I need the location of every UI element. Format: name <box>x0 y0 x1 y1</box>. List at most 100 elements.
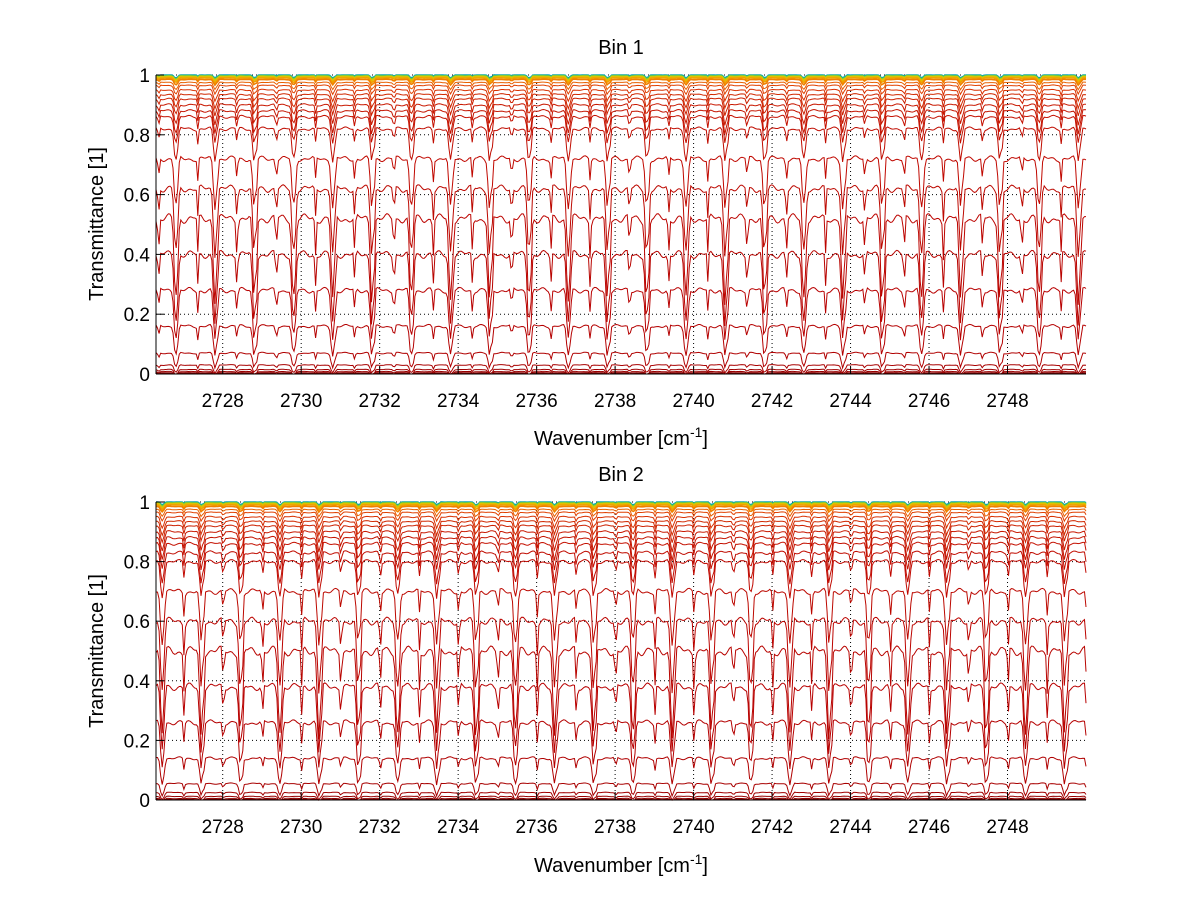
x-tick-label: 2736 <box>515 391 557 412</box>
y-tick-label: 1 <box>139 66 150 87</box>
series-group <box>155 74 1087 375</box>
series-line <box>155 541 1087 571</box>
series-line <box>155 530 1087 554</box>
x-tick-label: 2744 <box>829 817 872 838</box>
plot-area <box>156 75 1086 374</box>
series-line <box>155 114 1087 144</box>
y-axis-label: Transmittance [1] <box>86 147 108 301</box>
series-group <box>155 501 1087 802</box>
series-line <box>155 88 1087 103</box>
series-line <box>155 75 1087 83</box>
y-tick-label: 0.4 <box>124 245 151 266</box>
series-line <box>155 587 1087 646</box>
series-line <box>155 535 1087 563</box>
x-tick-label: 2738 <box>594 391 636 412</box>
series-line <box>155 155 1087 210</box>
y-tick-label: 0.4 <box>124 672 151 693</box>
series-line <box>155 508 1087 518</box>
x-tick-label: 2748 <box>986 391 1028 412</box>
series-line <box>155 645 1087 740</box>
y-tick-label: 1 <box>139 493 150 514</box>
y-axis-label: Transmittance [1] <box>86 574 108 728</box>
series-line <box>156 795 1087 801</box>
x-tick-label: 2730 <box>280 391 322 412</box>
y-tick-label: 0.6 <box>124 186 150 207</box>
series-line <box>155 791 1087 802</box>
x-tick-label: 2742 <box>751 817 793 838</box>
y-tick-labels: 0 0.2 0.4 0.6 0.8 1 <box>124 66 151 386</box>
x-tick-label: 2738 <box>594 817 636 838</box>
series-line <box>155 370 1086 375</box>
series-line <box>155 351 1087 370</box>
plot-area <box>156 502 1086 800</box>
series-line <box>155 97 1086 118</box>
y-tick-label: 0 <box>139 365 150 386</box>
x-tick-label: 2732 <box>359 391 401 412</box>
series-line <box>155 682 1087 754</box>
x-tick-label: 2746 <box>908 391 950 412</box>
series-line <box>155 719 1087 769</box>
series-line <box>155 84 1087 96</box>
x-axis-label-sup: -1 <box>690 424 703 440</box>
series-line <box>155 249 1087 327</box>
x-axis-label-tail: ] <box>702 855 708 877</box>
x-tick-label: 2748 <box>986 817 1028 838</box>
series-line <box>155 616 1087 694</box>
series-line <box>155 515 1087 530</box>
y-tick-label: 0.2 <box>124 731 150 752</box>
chart-panel-bin-2: Bin 2 2728 2730 2732 2734 2736 2738 2740 2742 27… <box>86 464 1087 877</box>
series-line <box>155 126 1087 163</box>
series-line <box>155 323 1087 357</box>
series-line <box>155 286 1087 341</box>
x-axis-label-main: Wavenumber [cm <box>534 428 690 450</box>
chart-title: Bin 2 <box>598 464 644 486</box>
y-tick-labels: 0 0.2 0.4 0.6 0.8 1 <box>124 493 151 812</box>
series-line <box>155 93 1087 111</box>
x-tick-label: 2734 <box>437 817 480 838</box>
series-line <box>155 550 1087 585</box>
series-line <box>155 364 1087 375</box>
series-line <box>155 78 1087 87</box>
x-axis-label-sup: -1 <box>690 851 703 867</box>
x-tick-label: 2730 <box>280 817 322 838</box>
x-tick-label: 2740 <box>672 391 714 412</box>
axes <box>155 74 1086 375</box>
series-line <box>155 108 1087 136</box>
series-line <box>155 81 1087 91</box>
axes <box>155 501 1086 801</box>
x-tick-labels: 2728 2730 2732 2734 2736 2738 2740 2742 2744 2746… <box>202 391 1029 412</box>
x-tick-label: 2740 <box>672 817 714 838</box>
x-tick-label: 2744 <box>829 391 872 412</box>
y-tick-label: 0.2 <box>124 305 150 326</box>
x-axis-label: Wavenumber [cm-1] <box>534 851 708 877</box>
x-tick-label: 2742 <box>751 391 793 412</box>
series-line <box>155 524 1087 545</box>
y-tick-label: 0.8 <box>124 553 150 574</box>
x-tick-label: 2732 <box>359 817 401 838</box>
x-tick-label: 2746 <box>908 817 950 838</box>
x-tick-label: 2734 <box>437 391 480 412</box>
series-line <box>155 184 1087 258</box>
x-tick-label: 2736 <box>515 817 557 838</box>
x-tick-labels: 2728 2730 2732 2734 2736 2738 2740 2742 2744 2746… <box>202 817 1029 838</box>
series-line <box>155 782 1087 798</box>
x-tick-label: 2728 <box>202 391 244 412</box>
series-line <box>156 756 1087 786</box>
series-line <box>155 511 1087 523</box>
x-axis-label-main: Wavenumber [cm <box>534 855 690 877</box>
series-line <box>155 558 1087 599</box>
y-tick-label: 0 <box>139 791 150 812</box>
x-axis-label: Wavenumber [cm-1] <box>534 424 708 450</box>
y-tick-label: 0.6 <box>124 612 150 633</box>
chart-panel-bin-1: Bin 1 2728 2730 2732 2734 2736 2738 2740 2742 27… <box>86 37 1087 450</box>
x-axis-label-tail: ] <box>702 428 708 450</box>
series-line <box>155 368 1086 375</box>
series-line <box>155 76 1086 85</box>
series-line <box>155 797 1087 801</box>
series-line <box>156 502 1087 510</box>
series-line <box>156 503 1087 512</box>
series-line <box>156 520 1087 538</box>
chart-title: Bin 1 <box>598 37 644 59</box>
series-line <box>155 103 1087 126</box>
